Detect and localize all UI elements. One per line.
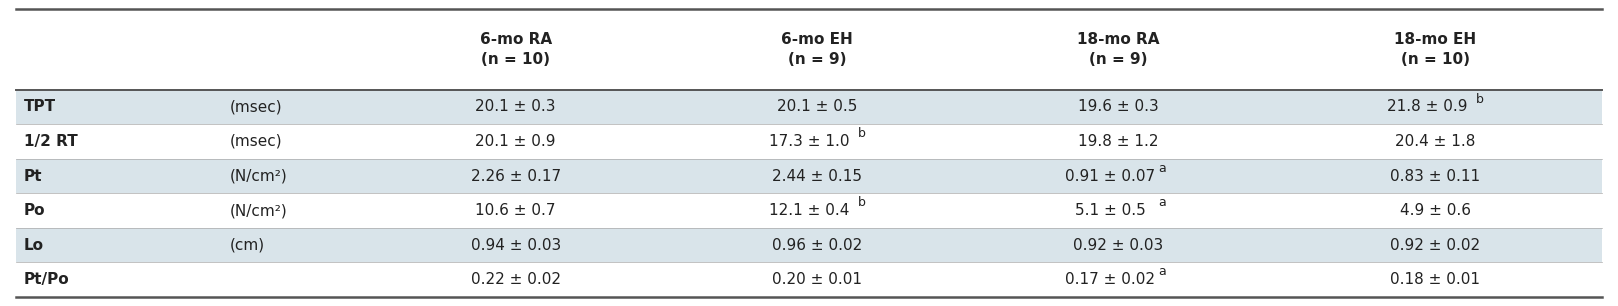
Text: Po: Po: [24, 203, 45, 218]
Text: (msec): (msec): [230, 134, 283, 149]
Bar: [16, 9, 1602, 90]
Text: 19.8 ± 1.2: 19.8 ± 1.2: [1078, 134, 1158, 149]
Text: Lo: Lo: [24, 237, 44, 252]
Text: 6-mo RA
(n = 10): 6-mo RA (n = 10): [479, 32, 552, 67]
Text: 0.92 ± 0.02: 0.92 ± 0.02: [1390, 237, 1480, 252]
Text: 0.91 ± 0.07: 0.91 ± 0.07: [1065, 169, 1155, 184]
Text: Pt/Po: Pt/Po: [24, 272, 70, 287]
Text: 2.44 ± 0.15: 2.44 ± 0.15: [772, 169, 862, 184]
Text: (msec): (msec): [230, 99, 283, 114]
Bar: [16, 124, 1602, 159]
Text: a: a: [1158, 162, 1167, 175]
Text: 0.83 ± 0.11: 0.83 ± 0.11: [1390, 169, 1480, 184]
Text: b: b: [858, 127, 866, 140]
Text: b: b: [1476, 93, 1484, 106]
Text: a: a: [1158, 265, 1167, 278]
Text: (N/cm²): (N/cm²): [230, 169, 288, 184]
Text: 20.1 ± 0.5: 20.1 ± 0.5: [777, 99, 858, 114]
Text: 20.1 ± 0.9: 20.1 ± 0.9: [476, 134, 557, 149]
Text: 18-mo RA
(n = 9): 18-mo RA (n = 9): [1078, 32, 1160, 67]
Text: 0.20 ± 0.01: 0.20 ± 0.01: [772, 272, 862, 287]
Text: 17.3 ± 1.0: 17.3 ± 1.0: [769, 134, 849, 149]
Text: 10.6 ± 0.7: 10.6 ± 0.7: [476, 203, 557, 218]
Text: 0.17 ± 0.02: 0.17 ± 0.02: [1065, 272, 1155, 287]
Text: 20.1 ± 0.3: 20.1 ± 0.3: [476, 99, 557, 114]
Text: 4.9 ± 0.6: 4.9 ± 0.6: [1400, 203, 1471, 218]
Text: 0.92 ± 0.03: 0.92 ± 0.03: [1073, 237, 1163, 252]
Text: 20.4 ± 1.8: 20.4 ± 1.8: [1395, 134, 1476, 149]
Text: 0.22 ± 0.02: 0.22 ± 0.02: [471, 272, 561, 287]
Text: 1/2 RT: 1/2 RT: [24, 134, 78, 149]
Text: (cm): (cm): [230, 237, 265, 252]
Text: 0.18 ± 0.01: 0.18 ± 0.01: [1390, 272, 1480, 287]
Text: 6-mo EH
(n = 9): 6-mo EH (n = 9): [781, 32, 853, 67]
Bar: [16, 159, 1602, 193]
Bar: [16, 90, 1602, 124]
Text: 0.94 ± 0.03: 0.94 ± 0.03: [471, 237, 561, 252]
Text: TPT: TPT: [24, 99, 57, 114]
Text: b: b: [858, 196, 866, 209]
Text: 18-mo EH
(n = 10): 18-mo EH (n = 10): [1395, 32, 1476, 67]
Text: 19.6 ± 0.3: 19.6 ± 0.3: [1078, 99, 1158, 114]
Text: a: a: [1158, 196, 1167, 209]
Bar: [16, 193, 1602, 228]
Bar: [16, 228, 1602, 262]
Text: 2.26 ± 0.17: 2.26 ± 0.17: [471, 169, 561, 184]
Text: 12.1 ± 0.4: 12.1 ± 0.4: [769, 203, 849, 218]
Text: 0.96 ± 0.02: 0.96 ± 0.02: [772, 237, 862, 252]
Text: Pt: Pt: [24, 169, 42, 184]
Text: (N/cm²): (N/cm²): [230, 203, 288, 218]
Bar: [16, 262, 1602, 297]
Text: 5.1 ± 0.5: 5.1 ± 0.5: [1074, 203, 1146, 218]
Text: 21.8 ± 0.9: 21.8 ± 0.9: [1387, 99, 1468, 114]
